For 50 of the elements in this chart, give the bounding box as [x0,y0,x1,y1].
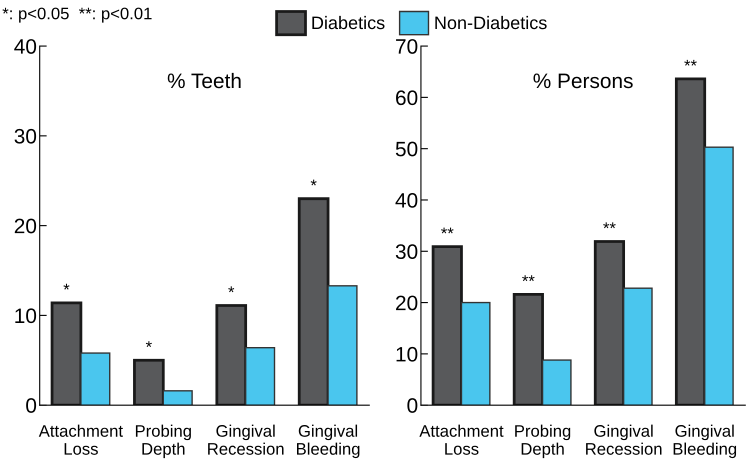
annotation: * [310,180,317,186]
bar [327,285,358,406]
bar [674,78,706,406]
bar [215,304,248,406]
x-tick-label: Gingival Recession [208,424,284,455]
y-tick-label: 20 [14,218,36,234]
bar [594,240,626,406]
annotation: ** [684,60,697,66]
y-tick-label: 0 [26,398,36,413]
bar [80,352,110,406]
x-tick-label: Gingival Bleeding [296,424,360,458]
y-tick-label: 0 [407,398,418,413]
x-tick-label: Attachment Loss [419,424,504,455]
legend-label: Diabetics [312,16,385,30]
x-tick-label: Attachment Loss [38,424,123,455]
bar [432,245,463,406]
y-tick-label: 70 [396,39,418,54]
annotation: * [228,286,234,292]
y-tick-label: 30 [396,244,418,260]
y-tick-label: 30 [14,128,36,144]
y-tick-label: 60 [396,90,418,106]
x-tick-label: Probing Depth [515,424,570,458]
text: % Teeth [168,72,241,88]
x-tick-label: Probing Depth [136,424,191,458]
bar [704,146,734,406]
bar [622,288,653,406]
text: *: p<0.05 **: p<0.01 [2,8,152,23]
bar [512,292,544,406]
bar [298,197,330,406]
annotation: ** [441,228,454,234]
x-tick-label: Gingival Bleeding [674,424,736,458]
annotation: * [146,341,152,348]
y-tick-label: 10 [396,346,418,362]
y-tick-label: 10 [15,308,36,324]
y-tick-label: 50 [396,142,418,156]
bar [460,302,491,406]
annotation: * [64,284,70,290]
bar [162,390,193,406]
y-tick-label: 20 [396,296,418,310]
bar [133,358,165,406]
bar [50,301,82,406]
y-tick-label: 40 [14,39,36,54]
bar [542,359,572,406]
x-tick-label: Gingival Recession [586,424,662,455]
text: % Persons [533,74,633,88]
annotation: ** [522,275,535,282]
y-tick-label: 40 [395,192,418,208]
bar [244,347,276,406]
annotation: ** [603,222,616,228]
legend-label: Non-Diabetics [435,16,547,30]
